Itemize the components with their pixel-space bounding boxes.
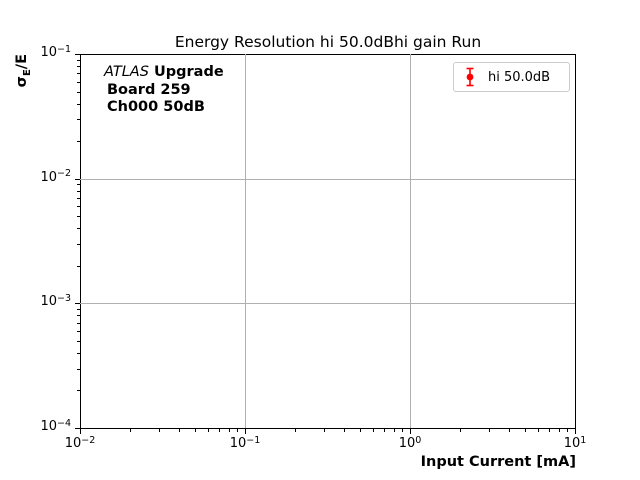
x-minor-tick [195, 429, 197, 432]
x-tick-label: 101 [563, 434, 587, 452]
x-minor-tick [179, 429, 181, 432]
y-minor-tick [77, 352, 80, 354]
y-minor-tick [77, 91, 80, 93]
legend-label: hi 50.0dB [488, 69, 551, 85]
y-tick-label: 10−4 [40, 417, 71, 435]
y-major-tick [75, 54, 80, 55]
annotation-line-3: Ch000 50dB [107, 99, 205, 115]
plot-area [80, 54, 576, 429]
x-minor-tick [237, 429, 239, 432]
x-minor-tick [208, 429, 210, 432]
x-tick-label: 10−2 [64, 434, 96, 452]
y-tick-label: 10−3 [40, 292, 71, 310]
y-major-tick [75, 428, 80, 429]
x-minor-tick [294, 429, 296, 432]
legend-errorbar-marker-icon [466, 67, 474, 87]
x-tick-label: 100 [398, 434, 422, 452]
x-minor-tick [394, 429, 395, 432]
y-minor-tick [77, 119, 80, 121]
y-minor-tick [77, 315, 80, 317]
y-minor-tick [77, 309, 80, 311]
chart-title: Energy Resolution hi 50.0dBhi gain Run [174, 33, 482, 51]
y-minor-tick [77, 322, 80, 324]
x-major-tick [575, 429, 576, 434]
x-minor-tick [373, 429, 375, 432]
y-tick-label: 10−2 [40, 168, 71, 185]
x-minor-tick [384, 429, 386, 432]
x-minor-tick [459, 429, 461, 432]
y-minor-tick [77, 368, 80, 370]
annotation-line-2: Board 259 [107, 81, 191, 98]
x-minor-tick [509, 429, 511, 432]
gridline-vertical [245, 54, 246, 428]
x-tick-label: 10−1 [229, 434, 261, 452]
y-minor-tick [77, 330, 80, 332]
y-minor-tick [77, 390, 80, 392]
y-minor-tick [77, 73, 80, 75]
y-minor-tick [77, 184, 80, 186]
x-major-tick [245, 429, 246, 434]
y-minor-tick [77, 190, 80, 192]
y-major-tick [75, 178, 80, 180]
y-minor-tick [77, 141, 80, 143]
y-tick-label: 10−1 [40, 43, 71, 61]
x-minor-tick [538, 429, 540, 432]
x-minor-tick [567, 429, 569, 432]
gridline-vertical [410, 54, 411, 428]
y-minor-tick [77, 81, 80, 83]
x-minor-tick [229, 429, 230, 432]
x-minor-tick [129, 429, 131, 432]
y-minor-tick [77, 216, 80, 218]
y-minor-tick [77, 103, 80, 105]
y-minor-tick [77, 340, 80, 342]
annotation-line-1: ATLAS Upgrade [104, 64, 224, 82]
x-minor-tick [158, 429, 160, 432]
annotation-block: ATLAS Upgrade Board 259 Ch000 50dB [104, 64, 224, 117]
x-minor-tick [323, 429, 325, 432]
y-minor-tick [77, 197, 80, 199]
legend: hi 50.0dB [453, 62, 570, 92]
x-minor-tick [488, 429, 490, 432]
annotation-experiment: ATLAS [104, 64, 149, 80]
gridline-horizontal [80, 178, 575, 180]
y-major-tick [75, 303, 80, 305]
y-minor-tick [77, 206, 80, 208]
x-minor-tick [344, 429, 346, 432]
y-minor-tick [77, 243, 80, 245]
gridline-horizontal [80, 303, 575, 305]
y-minor-tick [77, 228, 80, 230]
x-major-tick [80, 429, 81, 434]
annotation-upgrade: Upgrade [154, 64, 224, 80]
x-minor-tick [402, 429, 404, 432]
x-major-tick [410, 429, 411, 434]
y-minor-tick [77, 59, 80, 61]
y-minor-tick [77, 66, 80, 68]
x-minor-tick [525, 429, 527, 432]
x-minor-tick [549, 429, 551, 432]
x-axis-label: Input Current [mA] [420, 454, 576, 470]
x-minor-tick [559, 429, 560, 432]
x-minor-tick [219, 429, 221, 432]
x-minor-tick [360, 429, 362, 432]
y-minor-tick [77, 265, 80, 267]
